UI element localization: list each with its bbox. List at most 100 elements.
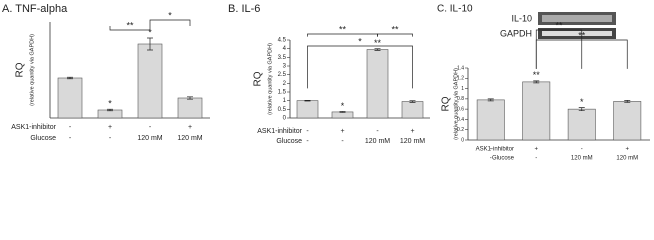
bracket-label: * <box>168 10 172 20</box>
y-tick-label: 4.5 <box>278 38 287 44</box>
y-tick-label: 2 <box>283 81 287 87</box>
y-tick-label: 2.5 <box>278 72 287 78</box>
y-tick-label: 0.2 <box>457 127 464 133</box>
bracket-label: ** <box>391 24 399 34</box>
treatment-level: 120 mM <box>616 156 638 162</box>
error-bar <box>339 111 346 113</box>
significance-label: ** <box>374 38 382 48</box>
treatment-level: 120 mM <box>177 135 202 142</box>
error-bar <box>187 96 193 100</box>
significance-label: ** <box>533 70 541 80</box>
treatment-level: - <box>490 147 492 153</box>
y-tick-label: 0.5 <box>278 107 287 113</box>
bar <box>97 109 123 119</box>
error-bar <box>624 100 631 103</box>
y-tick-label: 0 <box>283 116 287 122</box>
gel-label: IL-10 <box>511 13 532 23</box>
treatment-level: - <box>376 128 379 135</box>
significance-label: * <box>580 97 584 107</box>
gel-band-il10-signal <box>542 15 612 22</box>
treatment-level: 120 mM <box>571 156 593 162</box>
y-tick-label: 1 <box>461 86 464 92</box>
treatment-level: + <box>188 124 192 131</box>
bar <box>137 43 163 119</box>
significance-bracket <box>307 33 378 37</box>
error-bar <box>107 108 113 112</box>
y-axis-label: RQ <box>15 62 26 77</box>
treatment-name: Glucose <box>492 156 515 162</box>
bracket-label: * <box>358 36 362 46</box>
significance-bracket <box>535 29 583 69</box>
error-bar <box>67 76 73 80</box>
treatment-level: 120 mM <box>137 135 162 142</box>
treatment-level: + <box>410 128 414 135</box>
y-tick-label: 3.5 <box>278 55 287 61</box>
treatment-name: Glucose <box>276 138 302 145</box>
y-tick-label: 0.4 <box>457 117 464 123</box>
treatment-name: ASK1-inhibitor <box>11 124 56 131</box>
treatment-level: - <box>69 135 72 142</box>
significance-bracket <box>307 45 413 89</box>
significance-bracket <box>149 19 191 26</box>
treatment-level: - <box>535 156 537 162</box>
y-axis-label: RQ <box>441 96 452 111</box>
y-tick-label: 3 <box>283 64 287 70</box>
bar <box>567 108 596 141</box>
treatment-level: - <box>149 124 152 131</box>
significance-bracket <box>109 26 151 31</box>
treatment-level: + <box>340 128 344 135</box>
y-axis-sublabel: (relative quantity via GAPDH) <box>453 68 459 140</box>
treatment-level: - <box>109 135 112 142</box>
y-tick-label: 4 <box>283 46 287 52</box>
y-tick-label: 1 <box>283 98 287 104</box>
treatment-level: - <box>306 128 309 135</box>
treatment-level: - <box>341 138 344 145</box>
y-tick-label: 1.2 <box>457 76 464 82</box>
bracket-label: ** <box>339 24 347 34</box>
y-axis-label: RQ <box>253 71 264 86</box>
significance-label: * <box>148 27 152 37</box>
treatment-level: + <box>534 147 538 153</box>
treatment-level: 120 mM <box>400 138 425 145</box>
bracket-label: ** <box>555 20 563 30</box>
significance-label: * <box>108 99 112 109</box>
treatment-level: - <box>69 124 72 131</box>
y-axis-sublabel: (relative quantity via GAPDH) <box>267 43 273 115</box>
treatment-name: Glucose <box>30 135 56 142</box>
treatment-level: + <box>108 124 112 131</box>
bar <box>331 111 354 119</box>
error-bar <box>409 100 416 103</box>
gel-label: GAPDH <box>500 28 532 38</box>
error-bar <box>487 98 494 102</box>
panel-title: B. IL-6 <box>228 3 260 15</box>
bar <box>613 101 642 141</box>
error-bar <box>304 99 311 102</box>
significance-label: * <box>341 101 345 111</box>
error-bar <box>578 107 585 112</box>
panel-title: A. TNF-alpha <box>2 3 68 15</box>
error-bar <box>533 80 540 84</box>
treatment-level: - <box>581 147 583 153</box>
bracket-label: ** <box>126 20 134 30</box>
treatment-level: + <box>625 147 629 153</box>
bar <box>522 81 551 141</box>
significance-bracket <box>377 33 413 37</box>
panel-title: C. IL-10 <box>437 4 473 15</box>
bar <box>476 99 505 141</box>
y-tick-label: 1.4 <box>457 65 464 71</box>
treatment-level: - <box>490 156 492 162</box>
y-axis-sublabel: (relative quantity via GAPDH) <box>29 34 35 106</box>
y-tick-label: 0.8 <box>457 96 464 102</box>
y-tick-label: 0 <box>461 137 464 143</box>
bar <box>401 101 424 119</box>
y-tick-label: 1.5 <box>278 90 287 96</box>
bar <box>177 97 203 119</box>
treatment-name: ASK1-inhibitor <box>476 147 514 153</box>
bar <box>296 100 319 119</box>
error-bar <box>374 48 381 51</box>
y-tick-label: 0.6 <box>457 106 464 112</box>
gel-band-gapdh-signal <box>542 31 612 36</box>
error-bar <box>147 37 153 51</box>
treatment-level: 120 mM <box>365 138 390 145</box>
